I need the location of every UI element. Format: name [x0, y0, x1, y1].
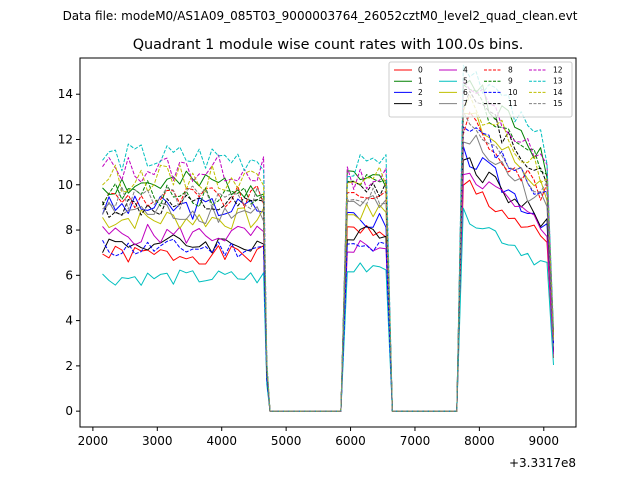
legend-label-14: 14: [553, 88, 563, 97]
x-tick-label: 3000: [142, 434, 173, 448]
series-line-5: [102, 207, 554, 412]
ticks-layer: 2000 3000 4000 5000 6000 7000 8000 9000 0 2 4 6 8 10 1…: [58, 87, 559, 448]
series-line-12: [102, 79, 554, 412]
legend-label-5: 5: [463, 77, 468, 86]
legend-box: [388, 61, 573, 118]
x-tick-label: 8000: [464, 434, 495, 448]
legend-label-4: 4: [463, 66, 468, 75]
figure-suptitle: Data file: modeM0/AS1A09_085T03_90000037…: [63, 9, 578, 23]
legend-label-7: 7: [463, 99, 468, 108]
series-line-6: [102, 112, 554, 412]
series-line-11: [102, 90, 554, 412]
y-tick-label: 2: [65, 359, 73, 373]
x-tick-label: 7000: [400, 434, 431, 448]
y-tick-label: 0: [65, 404, 73, 418]
x-tick-label: 9000: [529, 434, 560, 448]
y-tick-label: 10: [58, 178, 73, 192]
y-tick-label: 12: [58, 132, 73, 146]
series-line-9: [102, 84, 554, 412]
series-line-15: [102, 111, 554, 412]
legend-label-10: 10: [508, 88, 518, 97]
legend-label-9: 9: [508, 77, 513, 86]
x-tick-label: 6000: [335, 434, 366, 448]
series-line-10: [102, 126, 554, 412]
legend-label-12: 12: [553, 66, 563, 75]
series-line-1: [102, 79, 554, 412]
legend-label-6: 6: [463, 88, 468, 97]
legend-label-0: 0: [418, 66, 423, 75]
legend-label-13: 13: [553, 77, 563, 86]
legend-label-15: 15: [553, 99, 563, 108]
legend-label-8: 8: [508, 66, 513, 75]
y-tick-label: 6: [65, 268, 73, 282]
legend-label-2: 2: [418, 88, 423, 97]
series-line-13: [102, 64, 554, 412]
series-line-3: [102, 157, 554, 412]
y-tick-label: 8: [65, 223, 73, 237]
legend-label-1: 1: [418, 77, 423, 86]
y-tick-label: 14: [58, 87, 73, 101]
chart-title: Quadrant 1 module wise count rates with …: [133, 37, 524, 53]
x-tick-label: 4000: [206, 434, 237, 448]
series-line-0: [102, 179, 554, 412]
legend-label-3: 3: [418, 99, 423, 108]
x-tick-label: 5000: [271, 434, 302, 448]
axes-frame: [79, 57, 577, 428]
x-tick-label: 2000: [78, 434, 109, 448]
y-tick-label: 4: [65, 314, 73, 328]
series-line-4: [102, 172, 554, 412]
legend-label-11: 11: [508, 99, 518, 108]
x-offset-label: +3.3317e8: [509, 456, 576, 470]
